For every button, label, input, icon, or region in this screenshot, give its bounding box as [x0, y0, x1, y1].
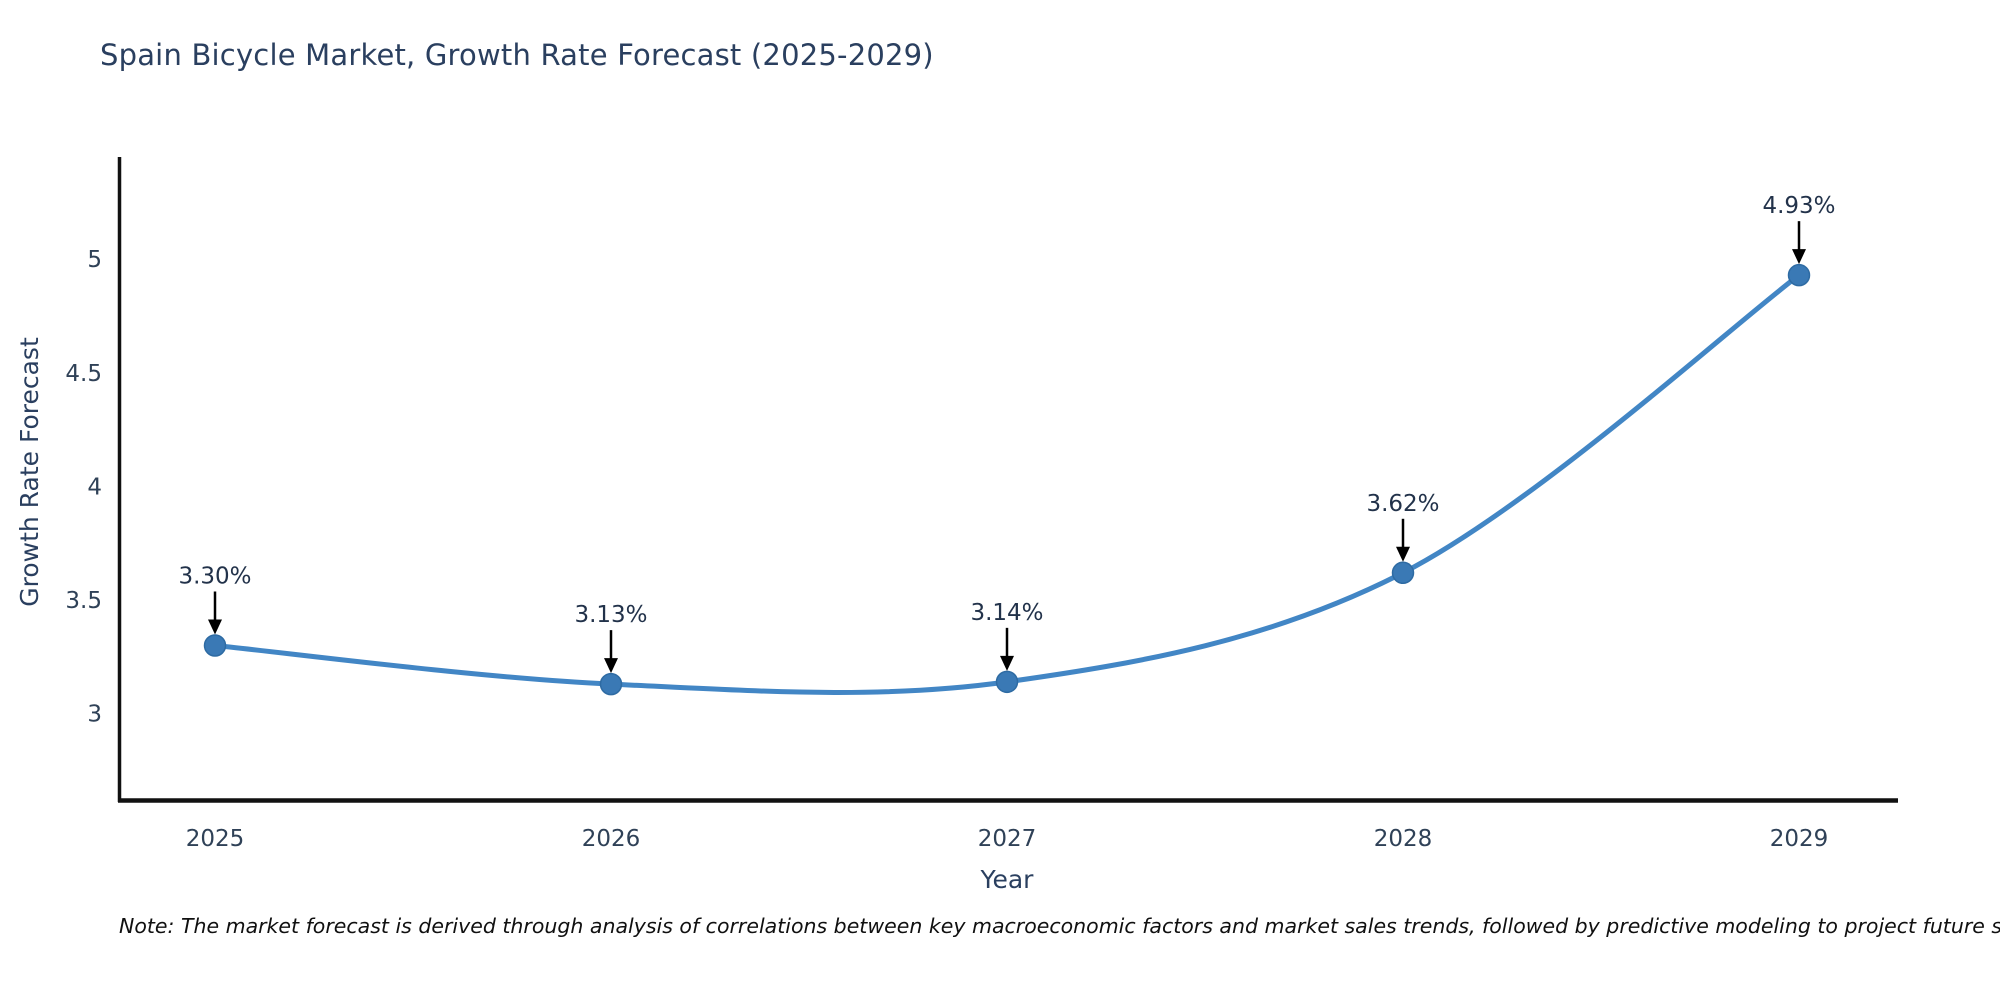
- x-axis-tick-labels: 2025 2026 2027 2028 2029: [186, 826, 1829, 852]
- y-tick-label: 3: [87, 702, 102, 728]
- data-point-marker[interactable]: [1391, 561, 1415, 585]
- data-point-marker[interactable]: [203, 634, 227, 657]
- chart-title: Spain Bicycle Market, Growth Rate Foreca…: [100, 38, 934, 72]
- x-tick-label: 2028: [1374, 826, 1433, 852]
- point-annotations: 3.30% 3.13% 3.14% 3.62% 4.93%: [178, 193, 1836, 674]
- y-tick-label: 5: [87, 247, 102, 273]
- y-tick-label: 4.5: [65, 361, 102, 387]
- data-point-marker[interactable]: [995, 670, 1019, 694]
- x-axis-title: Year: [980, 865, 1035, 894]
- annotation-arrowhead-icon: [1000, 655, 1014, 671]
- y-axis-title: Growth Rate Forecast: [15, 337, 44, 607]
- y-tick-label: 4: [87, 474, 102, 500]
- annotation-arrowhead-icon: [208, 619, 222, 635]
- point-value-label: 3.13%: [574, 602, 647, 628]
- point-value-label: 3.62%: [1366, 491, 1439, 517]
- data-point-marker[interactable]: [1787, 263, 1811, 287]
- data-point-marker[interactable]: [599, 672, 623, 696]
- x-tick-label: 2029: [1770, 826, 1829, 852]
- y-axis-tick-labels: 3 3.5 4 4.5 5: [65, 247, 102, 727]
- annotation-arrowhead-icon: [1396, 546, 1410, 562]
- forecast-line-series: [203, 263, 1811, 696]
- point-value-label: 4.93%: [1762, 193, 1835, 219]
- y-tick-label: 3.5: [65, 588, 102, 614]
- x-tick-label: 2026: [582, 826, 641, 852]
- x-tick-label: 2025: [186, 826, 245, 852]
- annotation-arrowhead-icon: [604, 658, 618, 674]
- annotation-arrowhead-icon: [1792, 249, 1806, 265]
- footnote: Note: The market forecast is derived thr…: [119, 914, 2000, 938]
- trend-line: [212, 272, 1802, 695]
- point-value-label: 3.30%: [178, 563, 251, 589]
- point-value-label: 3.14%: [970, 600, 1043, 626]
- x-tick-label: 2027: [978, 826, 1037, 852]
